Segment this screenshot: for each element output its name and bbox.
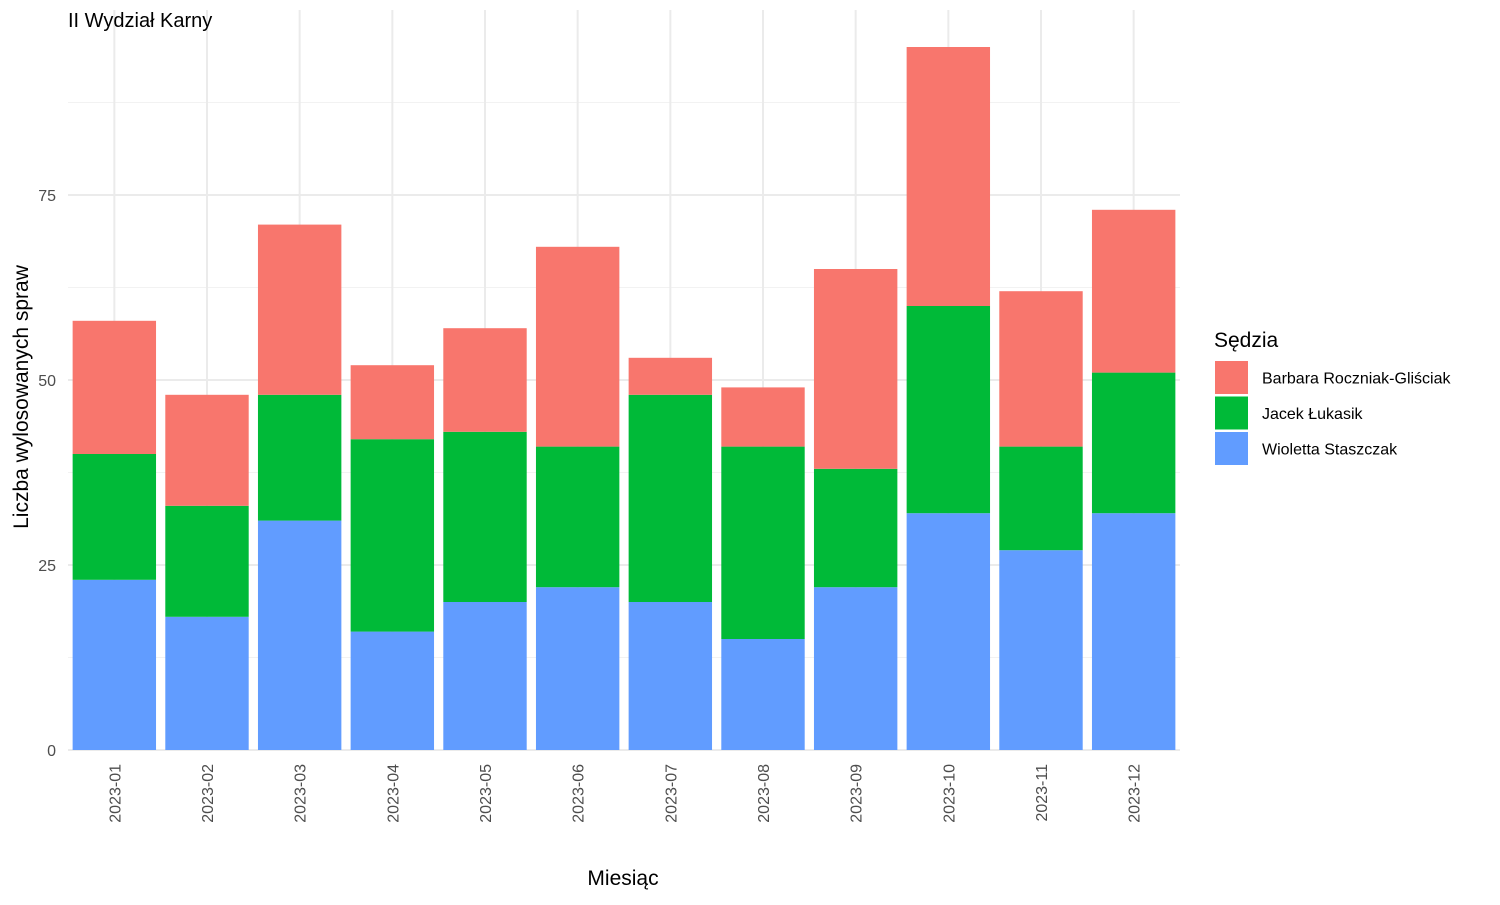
bar-segment [628, 602, 713, 750]
bar-segment [813, 587, 898, 750]
bar-segment [535, 446, 620, 588]
bar-segment [72, 320, 157, 454]
bar-segment [1091, 209, 1176, 373]
bar-segment [628, 394, 713, 602]
x-tick-label: 2023-12 [1127, 764, 1144, 823]
bar-segment [721, 387, 805, 447]
bar-segment [257, 520, 342, 750]
legend-label: Jacek Łukasik [1262, 406, 1363, 423]
axes: 0 25 50 75 2023-01 2023-02 2023-03 2023-04 2023-… [38, 188, 1143, 823]
x-tick-label: 2023-01 [107, 764, 124, 823]
bar-segment [72, 454, 157, 580]
bar-segment [535, 587, 620, 750]
x-tick-label: 2023-11 [1034, 764, 1051, 822]
bar-segment [999, 550, 1083, 750]
bar-segment [999, 446, 1083, 551]
y-tick-label: 0 [47, 743, 56, 760]
bar-segment [443, 431, 527, 602]
bar-segment [813, 269, 898, 469]
y-tick-label: 75 [38, 188, 56, 205]
bar-segment [721, 446, 805, 639]
bar-segment [165, 505, 249, 617]
bar-segment [1091, 372, 1176, 514]
x-tick-label: 2023-04 [385, 764, 402, 823]
bar-segment [906, 47, 991, 306]
legend-title: Sędzia [1214, 329, 1279, 352]
bars [72, 47, 1176, 750]
x-tick-label: 2023-08 [756, 764, 773, 823]
legend-key [1215, 396, 1248, 430]
bar-segment [165, 394, 249, 506]
bar-segment [721, 639, 805, 750]
legend-key [1215, 361, 1248, 394]
bar-segment [628, 357, 713, 395]
x-tick-label: 2023-07 [663, 764, 680, 823]
bar-segment [1091, 513, 1176, 750]
x-axis-title: Miesiąc [587, 867, 658, 890]
legend-label: Wioletta Staszczak [1262, 442, 1398, 459]
legend-key [1215, 432, 1248, 465]
bar-segment [72, 579, 157, 750]
bar-segment [906, 513, 991, 750]
bar-segment [443, 328, 527, 432]
x-tick-label: 2023-05 [478, 764, 495, 823]
bar-segment [999, 291, 1083, 447]
bar-segment [813, 468, 898, 588]
bar-segment [257, 224, 342, 395]
bar-segment [350, 439, 435, 632]
bar-segment [906, 306, 991, 514]
x-tick-label: 2023-02 [200, 764, 217, 823]
bar-segment [443, 602, 527, 750]
legend: Sędzia Barbara Roczniak-Gliściak Jacek Łu… [1214, 329, 1452, 465]
x-tick-label: 2023-03 [293, 764, 310, 823]
bar-segment [257, 394, 342, 521]
bar-segment [350, 631, 435, 750]
bar-segment [350, 365, 435, 440]
y-axis-title: Liczba wylosowanych spraw [10, 264, 33, 529]
x-tick-label: 2023-09 [849, 764, 866, 823]
y-tick-label: 50 [38, 373, 56, 390]
bar-segment [165, 616, 249, 750]
y-tick-label: 25 [38, 558, 56, 575]
bar-segment [535, 246, 620, 447]
x-tick-label: 2023-06 [571, 764, 588, 823]
legend-label: Barbara Roczniak-Gliściak [1262, 371, 1452, 388]
x-tick-label: 2023-10 [941, 764, 958, 823]
chart-title: II Wydział Karny [68, 10, 212, 32]
